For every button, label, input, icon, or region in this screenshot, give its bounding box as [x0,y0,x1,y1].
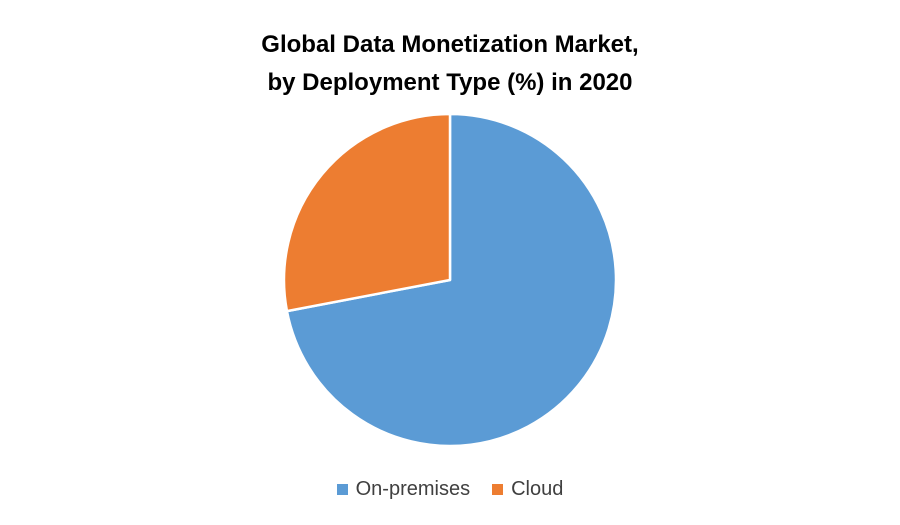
legend-swatch-on-premises [336,484,348,495]
chart-title-line-2: by Deployment Type (%) in 2020 [267,69,633,96]
pie-slice-cloud [282,112,452,313]
legend-item-on-premises: On-premises [336,478,471,501]
legend-item-cloud: Cloud [492,478,563,501]
legend-label-cloud: Cloud [511,478,564,500]
chart-title: Global Data Monetization Market, by Depl… [0,26,900,102]
pie-slice-on-premises [285,112,618,448]
legend-label-on-premises: On-premises [355,478,471,500]
legend-swatch-cloud [492,484,504,495]
legend: On-premises Cloud [0,478,900,501]
chart-title-line-1: Global Data Monetization Market, [261,31,639,58]
